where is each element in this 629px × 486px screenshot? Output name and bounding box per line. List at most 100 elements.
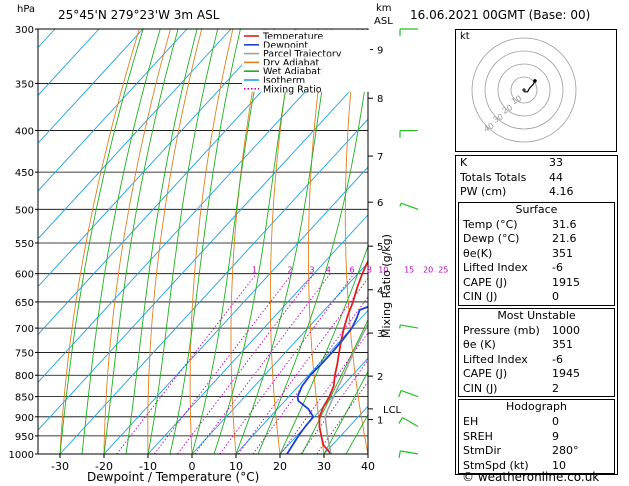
index-value: 9	[552, 429, 559, 443]
dry-adiabat-line	[230, 29, 265, 454]
index-label: Lifted Index	[463, 261, 528, 274]
index-value: 44	[549, 170, 563, 184]
pressure-tick-label: 750	[15, 348, 34, 359]
km-tick-label: 6	[377, 198, 383, 209]
index-value: 2	[552, 381, 559, 395]
index-value: 1915	[552, 275, 580, 289]
legend-entry: Isotherm	[263, 76, 305, 87]
surface-section: Surface Temp (°C) 31.6 Dewp (°C) 21.6 θe(K…	[458, 201, 615, 306]
index-label: Totals Totals	[460, 170, 527, 184]
index-label: CAPE (J)	[463, 367, 508, 380]
surface-row: Dewp (°C) 21.6	[459, 232, 614, 247]
surface-header: Surface	[515, 202, 558, 216]
index-value: 0	[552, 290, 559, 303]
isotherm-line	[38, 29, 276, 288]
datetime-title: 16.06.2021 00GMT (Base: 00)	[410, 8, 591, 22]
dry-adiabat-line	[344, 29, 368, 454]
index-value: 10	[552, 458, 566, 472]
mixing-ratio-line	[194, 273, 331, 454]
index-label: Pressure (mb)	[463, 323, 540, 337]
pressure-tick-label: 350	[15, 79, 34, 90]
index-label: CIN (J)	[463, 381, 498, 395]
wet-adiabat-line	[213, 29, 297, 454]
wet-adiabat-line	[125, 29, 198, 454]
x-tick-label: 10	[229, 460, 243, 473]
index-value: 280°	[552, 444, 579, 457]
hodograph-panel: kt 10 20 30 40	[455, 29, 617, 152]
wet-adiabat-line	[191, 29, 267, 454]
x-tick-label: 30	[317, 460, 331, 473]
index-value: 1000	[552, 323, 580, 337]
mixing-ratio-label: 25	[438, 266, 448, 275]
legend-entry: Temperature	[262, 32, 323, 43]
surface-row: CAPE (J) 1915	[459, 276, 614, 291]
unstable-row: Lifted Index -6	[459, 353, 614, 368]
unstable-row: CAPE (J) 1945	[459, 367, 614, 382]
index-value: 21.6	[552, 232, 577, 245]
legend-background	[242, 30, 370, 39]
index-value: 0	[552, 415, 559, 428]
index-label: StmDir	[463, 444, 502, 457]
index-value: -6	[552, 261, 563, 274]
mixing-ratio-line	[219, 273, 355, 454]
isotherm-line	[38, 70, 368, 431]
unstable-row: CIN (J) 2	[459, 382, 614, 397]
wet-adiabat-line	[59, 29, 144, 454]
wet-adiabat-line	[169, 29, 241, 454]
pressure-tick-label: 950	[15, 432, 34, 443]
index-label: CAPE (J)	[463, 275, 508, 289]
right-axis-label: Mixing Ratio (g/kg)	[380, 234, 393, 338]
surface-row: Lifted Index -6	[459, 261, 614, 276]
hodograph-ring	[471, 37, 577, 143]
index-value: 351	[552, 338, 573, 351]
km-tick-label: 7	[377, 152, 383, 163]
wet-adiabat-line	[235, 29, 332, 454]
wet-adiabat-line	[103, 29, 179, 454]
asl-unit-label: ASL	[374, 16, 393, 27]
lcl-label: LCL	[383, 405, 402, 416]
km-tick-label: 1	[377, 416, 383, 427]
index-label: Lifted Index	[463, 352, 528, 366]
hodograph-ring-label: 10	[510, 94, 523, 107]
mixing-ratio-label: 20	[423, 266, 433, 275]
mixing-ratio-line	[153, 273, 293, 454]
index-label: CIN (J)	[463, 290, 498, 303]
km-tick-label: 3	[377, 329, 383, 340]
mixing-ratio-label: 6	[349, 266, 354, 275]
isotherm-line	[38, 29, 232, 240]
isotherm-line	[235, 309, 368, 454]
x-axis-label: Dewpoint / Temperature (°C)	[87, 470, 260, 484]
wind-barb	[400, 389, 419, 398]
wet-adiabat-line	[301, 318, 368, 454]
surface-row: θe(K) 351	[459, 247, 614, 262]
mixing-ratio-line	[177, 273, 315, 454]
hodograph-indices-header: Hodograph	[506, 400, 567, 413]
wind-barb	[402, 416, 419, 427]
parcel-trajectory-line	[324, 322, 368, 454]
unstable-row: θe (K) 351	[459, 338, 614, 353]
unstable-row: Pressure (mb) 1000	[459, 324, 614, 339]
mixing-ratio-label: 1	[252, 266, 257, 275]
wind-barb-flag	[399, 324, 401, 329]
legend-background	[242, 38, 370, 48]
dry-adiabat-line	[103, 29, 171, 454]
wet-adiabat-line	[81, 29, 161, 454]
pressure-tick-label: 900	[15, 413, 34, 424]
hodograph-row: StmSpd (kt) 10	[459, 459, 614, 474]
x-tick-label: 0	[189, 460, 196, 473]
mixing-ratio-label: 8	[367, 266, 372, 275]
wind-barb	[400, 202, 419, 210]
index-label: Dewp (°C)	[463, 232, 520, 245]
isotherm-line	[38, 29, 188, 192]
wind-barb	[400, 450, 419, 455]
pressure-tick-label: 550	[15, 239, 34, 250]
hodograph-ring-label: 40	[482, 121, 495, 134]
hodograph-ring	[497, 63, 551, 117]
credit-link[interactable]: © weatheronline.co.uk	[462, 470, 600, 484]
index-value: 33	[549, 156, 563, 169]
plot-frame	[37, 28, 369, 455]
hodograph-row: StmDir 280°	[459, 444, 614, 459]
dry-adiabat-line	[147, 29, 203, 454]
legend-background	[242, 74, 370, 83]
